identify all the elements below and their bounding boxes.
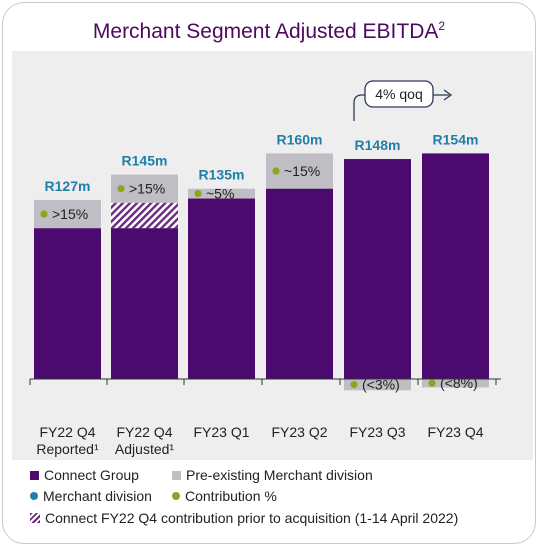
bar-total-label: R127m (45, 178, 91, 194)
contribution-dot (350, 381, 358, 389)
bar-preexisting-merchant (188, 188, 255, 199)
contribution-dot (272, 167, 280, 175)
contribution-label: ~5% (206, 186, 234, 202)
contribution-label: (<8%) (440, 375, 478, 391)
contribution-dot (194, 189, 202, 198)
legend-item-contribution: Contribution % (172, 488, 277, 504)
qoq-annotation-box (364, 80, 434, 108)
bar-connect-pre-acquisition (111, 202, 178, 229)
chart-title-text: Merchant Segment Adjusted EBITDA (92, 20, 439, 43)
x-tick-label: FY23 Q1 (193, 424, 249, 440)
contribution-label: >15% (129, 181, 165, 197)
legend-dot-merchant (30, 492, 38, 500)
contribution-dot (40, 210, 48, 218)
legend-label-preexisting: Pre-existing Merchant division (186, 467, 373, 483)
legend-label-hatch: Connect FY22 Q4 contribution prior to ac… (45, 510, 459, 526)
bar-total-label: R154m (433, 131, 479, 147)
bar-connect-group (188, 198, 255, 379)
chart-title: Merchant Segment Adjusted EBITDA2 (3, 19, 535, 44)
legend-item-hatch: Connect FY22 Q4 contribution prior to ac… (30, 510, 458, 526)
legend-item-preexisting: Pre-existing Merchant division (172, 467, 373, 483)
bar-total-label: R145m (122, 153, 168, 169)
x-tick-label: FY23 Q2 (271, 424, 327, 440)
x-tick-label: FY23 Q4 (427, 424, 483, 440)
legend-item-connect: Connect Group (30, 467, 139, 483)
legend-label-merchant: Merchant division (43, 488, 152, 504)
legend-swatch-hatch (30, 513, 40, 523)
qoq-annotation-text: 4% qoq (375, 86, 422, 102)
bar-connect-group (34, 228, 101, 379)
legend-label-connect: Connect Group (44, 467, 139, 483)
bar-preexisting-merchant (344, 379, 411, 391)
legend-item-merchant: Merchant division (30, 488, 152, 504)
qoq-arrow-head (443, 89, 453, 101)
bar-connect-group (266, 188, 333, 379)
chart-card: Merchant Segment Adjusted EBITDA2 >15% R1… (2, 2, 536, 544)
bar-connect-group (344, 159, 411, 379)
x-tick-label-line2: Reported¹ (36, 441, 99, 457)
contribution-dot (117, 185, 125, 193)
qoq-arrow-line (353, 94, 449, 121)
contribution-label: (<3%) (362, 377, 400, 393)
bar-total-label: R160m (277, 131, 323, 147)
contribution-label: ~15% (284, 163, 320, 179)
legend-label-contribution: Contribution % (185, 488, 277, 504)
x-tick-label-line2: Adjusted¹ (115, 441, 174, 457)
bar-connect-group (422, 153, 489, 379)
legend-dot-contribution (172, 492, 180, 500)
chart-title-superscript: 2 (438, 19, 446, 33)
legend-swatch-connect (30, 470, 39, 480)
x-tick-label: FY22 Q4 (116, 424, 172, 440)
bar-total-label: R135m (199, 167, 245, 183)
legend-swatch-preexisting (172, 470, 181, 480)
x-tick-label: FY23 Q3 (349, 424, 405, 440)
bar-preexisting-merchant (422, 379, 489, 388)
contribution-dot (428, 379, 436, 387)
bar-total-label: R148m (355, 137, 401, 153)
x-tick-label: FY22 Q4 (39, 424, 95, 440)
bar-connect-group (111, 228, 178, 379)
contribution-label: >15% (52, 206, 88, 222)
